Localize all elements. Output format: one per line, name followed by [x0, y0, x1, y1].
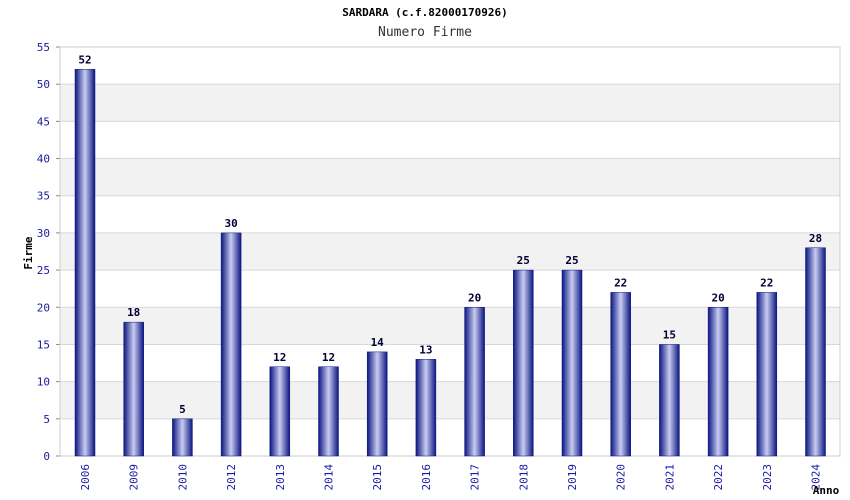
bar [220, 232, 242, 457]
bar [513, 269, 534, 457]
grid-band [60, 232, 840, 271]
x-tick-label: 2017 [469, 464, 482, 491]
chart-subtitle: Numero Firme [378, 25, 472, 40]
y-tick-label: 45 [37, 115, 50, 128]
y-tick-label: 40 [37, 153, 50, 166]
data-label: 15 [663, 328, 676, 341]
bar [269, 366, 291, 457]
x-tick-label: 2010 [176, 464, 189, 491]
bar [805, 247, 826, 457]
x-tick-label: 2024 [810, 464, 823, 491]
bar [74, 69, 96, 457]
x-tick-label: 2019 [566, 464, 579, 491]
bar [659, 344, 680, 457]
y-tick-label: 30 [37, 227, 50, 240]
x-tick-label: 2023 [761, 464, 774, 491]
data-label: 5 [179, 403, 186, 416]
bar [464, 307, 485, 457]
x-tick-label: 2018 [517, 464, 530, 491]
bar [756, 292, 778, 457]
y-axis-label: Firme [22, 236, 35, 269]
data-label: 22 [614, 276, 627, 289]
bar [123, 321, 144, 457]
x-tick-label: 2021 [663, 464, 676, 491]
data-label: 25 [565, 254, 578, 267]
bar [172, 418, 193, 457]
bar [366, 351, 388, 457]
y-tick-label: 15 [37, 338, 50, 351]
y-tick-label: 20 [37, 301, 50, 314]
y-tick-label: 10 [37, 376, 50, 389]
bar [707, 307, 729, 457]
x-axis-label: Anno [813, 484, 840, 497]
y-tick-label: 0 [43, 450, 50, 463]
x-tick-label: 2009 [128, 464, 141, 491]
y-tick-label: 35 [37, 190, 50, 203]
grid-band [60, 158, 840, 196]
x-tick-label: 2014 [323, 464, 336, 491]
data-label: 20 [468, 291, 481, 304]
x-tick-label: 2016 [420, 464, 433, 491]
data-label: 28 [809, 232, 822, 245]
data-label: 22 [760, 276, 773, 289]
x-tick-label: 2013 [274, 464, 287, 491]
data-label: 52 [78, 53, 91, 66]
y-tick-label: 50 [37, 78, 50, 91]
y-tick-label: 5 [43, 413, 50, 426]
data-label: 12 [322, 351, 335, 364]
x-tick-label: 2006 [79, 464, 92, 491]
x-tick-label: 2015 [371, 464, 384, 491]
bar [318, 366, 339, 457]
data-label: 12 [273, 351, 286, 364]
data-label: 18 [127, 306, 140, 319]
data-label: 20 [711, 291, 724, 304]
chart-title: SARDARA (c.f.82000170926) [342, 6, 508, 19]
data-label: 14 [371, 336, 385, 349]
x-tick-label: 2022 [712, 464, 725, 491]
y-tick-label: 55 [37, 41, 50, 54]
bar [415, 359, 437, 457]
bar [561, 269, 583, 457]
y-tick-label: 25 [37, 264, 50, 277]
data-label: 13 [419, 343, 432, 356]
data-label: 25 [517, 254, 530, 267]
data-label: 30 [224, 217, 237, 230]
grid-band [60, 84, 840, 122]
x-tick-label: 2012 [225, 464, 238, 491]
plot-frame [59, 46, 841, 457]
bar [610, 292, 631, 457]
x-tick-label: 2020 [615, 464, 628, 491]
